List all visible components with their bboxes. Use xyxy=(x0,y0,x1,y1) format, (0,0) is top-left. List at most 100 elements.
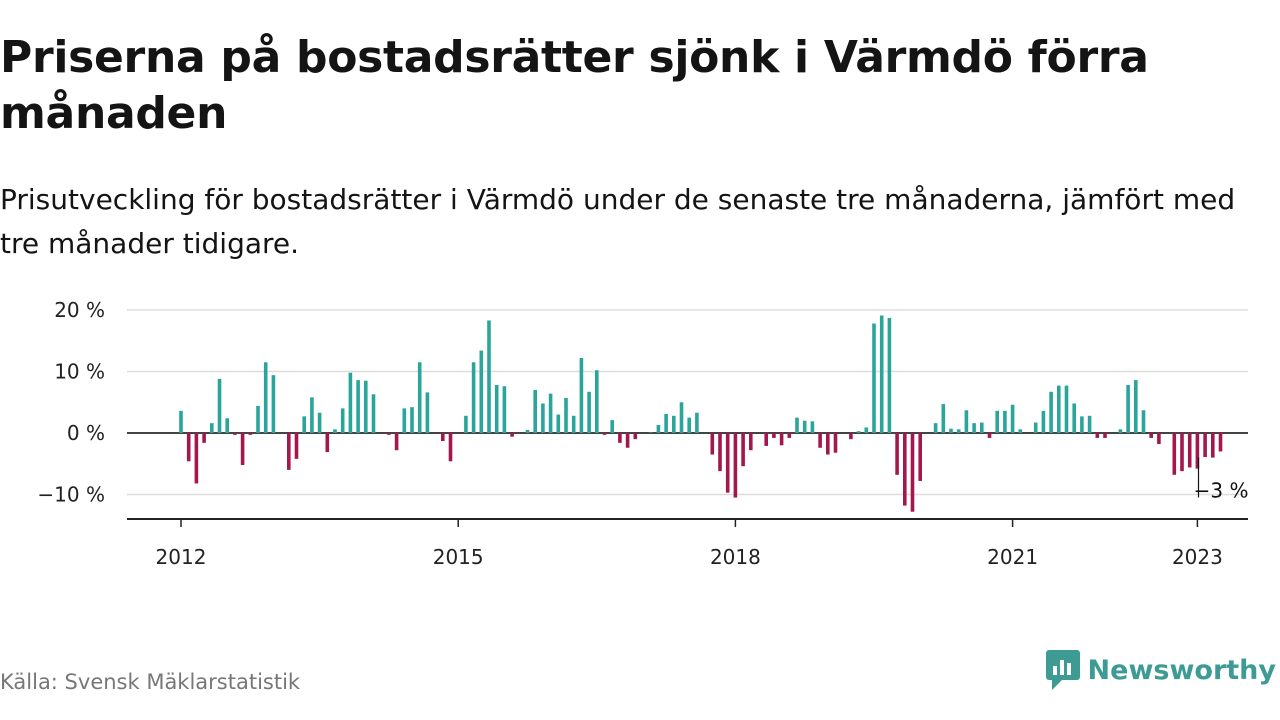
grid-layer xyxy=(127,309,1248,496)
y-tick-label: −10 % xyxy=(37,483,105,507)
bar xyxy=(772,433,776,438)
bar xyxy=(348,372,353,433)
bar xyxy=(1149,433,1153,438)
bar xyxy=(1157,433,1161,445)
bar xyxy=(587,391,591,433)
bar xyxy=(317,412,322,433)
bar xyxy=(1126,385,1130,433)
bar xyxy=(910,433,915,512)
bar xyxy=(340,408,345,433)
bar xyxy=(402,408,407,433)
bar xyxy=(510,433,514,437)
bar xyxy=(294,433,299,459)
bar xyxy=(980,422,984,433)
bar xyxy=(1072,403,1076,433)
bar xyxy=(787,433,792,438)
bar xyxy=(448,433,453,462)
bar xyxy=(425,392,430,433)
x-tick-label: 2012 xyxy=(156,545,207,569)
bar xyxy=(1218,433,1223,452)
bar xyxy=(417,362,422,433)
newsworthy-icon xyxy=(1045,650,1080,690)
bar xyxy=(1041,410,1046,433)
bar xyxy=(579,357,584,433)
bar xyxy=(625,433,630,448)
bar xyxy=(410,407,414,433)
bar xyxy=(179,410,183,433)
bar xyxy=(1087,415,1092,433)
latest-value-label: −3 % xyxy=(1194,478,1249,502)
chart-title: Priserna på bostadsrätter sjönk i Värmdö… xyxy=(0,32,1149,139)
bar xyxy=(1187,433,1192,468)
x-tick-label: 2018 xyxy=(710,545,761,569)
bar xyxy=(795,417,799,434)
bar xyxy=(1134,380,1138,433)
x-tick-label: 2021 xyxy=(987,545,1038,569)
bar xyxy=(210,423,214,433)
bar xyxy=(302,416,306,433)
axis-layer: 20 % 10 % 0 % −10 % 2012 2015 2018 2021 2023 xyxy=(37,298,1248,569)
bar xyxy=(810,421,815,433)
bar xyxy=(1211,433,1215,458)
chart-subtitle: Prisutveckling för bostadsrätter i Värmd… xyxy=(0,183,1236,260)
brand-name: Newsworthy xyxy=(1087,654,1276,686)
bar xyxy=(695,412,699,433)
bar xyxy=(679,402,684,433)
bar xyxy=(1118,429,1123,433)
bar xyxy=(240,433,245,465)
bar-chart: 20 % 10 % 0 % −10 % 2012 2015 2018 2021 2023 −3 … xyxy=(37,298,1249,569)
bar xyxy=(725,433,730,493)
bar xyxy=(956,429,961,433)
bar xyxy=(1003,410,1007,433)
bar xyxy=(918,433,922,481)
bar xyxy=(464,415,468,433)
bar xyxy=(1010,404,1015,433)
brand-logo[interactable]: Newsworthy xyxy=(1045,650,1276,690)
bar xyxy=(949,428,953,433)
bar xyxy=(818,433,822,448)
bar xyxy=(564,397,568,433)
bar xyxy=(802,420,807,433)
bar xyxy=(1195,433,1200,469)
bar xyxy=(1141,410,1146,433)
bar xyxy=(1172,433,1177,475)
y-tick-label: 20 % xyxy=(54,298,105,322)
bar xyxy=(749,433,753,451)
bar xyxy=(941,404,946,433)
bar xyxy=(610,420,614,433)
bar xyxy=(741,433,745,467)
x-tick-label: 2015 xyxy=(433,545,484,569)
bar xyxy=(833,433,838,453)
bar xyxy=(903,433,907,506)
bar xyxy=(664,413,668,433)
bar xyxy=(733,433,738,498)
bar xyxy=(972,423,976,433)
bar xyxy=(479,350,484,433)
bar xyxy=(826,433,830,455)
bar xyxy=(1033,422,1038,433)
y-tick-label: 10 % xyxy=(54,360,105,384)
bar xyxy=(356,380,360,433)
bar xyxy=(987,433,992,438)
bar xyxy=(217,378,222,433)
bar xyxy=(864,427,869,433)
annotation-layer: −3 % xyxy=(1194,457,1249,502)
bar xyxy=(895,433,899,475)
bar xyxy=(964,410,969,433)
bar xyxy=(872,323,876,433)
bar xyxy=(1049,391,1053,433)
bar xyxy=(325,433,330,453)
bar xyxy=(194,433,199,484)
bar xyxy=(1064,385,1069,433)
bar xyxy=(1018,429,1023,433)
bar xyxy=(202,433,206,443)
bar xyxy=(333,429,337,433)
y-tick-label: 0 % xyxy=(67,421,105,445)
bar xyxy=(533,389,537,433)
bar xyxy=(263,362,268,433)
bar xyxy=(371,394,376,433)
bar xyxy=(487,320,491,433)
bar xyxy=(441,433,445,441)
bar xyxy=(718,433,722,472)
bar xyxy=(387,433,391,435)
